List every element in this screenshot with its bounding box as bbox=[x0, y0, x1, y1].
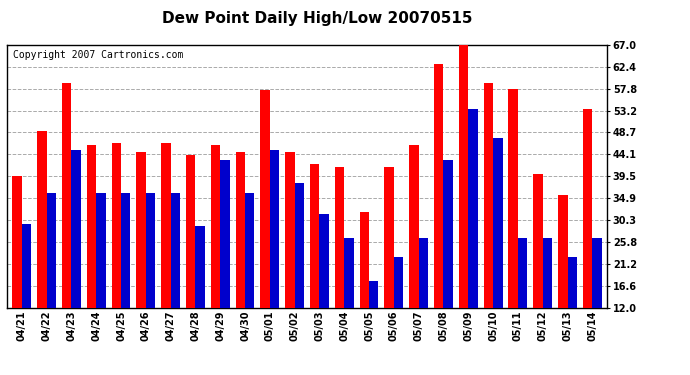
Bar bbox=[137, 152, 146, 308]
Text: Dew Point Daily High/Low 20070515: Dew Point Daily High/Low 20070515 bbox=[162, 11, 473, 26]
Bar bbox=[509, 89, 518, 308]
Bar bbox=[592, 238, 602, 308]
Bar bbox=[518, 238, 527, 308]
Bar bbox=[186, 155, 195, 308]
Bar bbox=[493, 138, 502, 308]
Bar bbox=[146, 193, 155, 308]
Bar bbox=[112, 143, 121, 308]
Bar bbox=[37, 131, 47, 308]
Bar bbox=[567, 257, 577, 307]
Bar bbox=[543, 238, 552, 308]
Bar bbox=[444, 159, 453, 308]
Bar bbox=[558, 195, 567, 308]
Bar bbox=[260, 90, 270, 308]
Bar bbox=[484, 83, 493, 308]
Bar bbox=[161, 143, 170, 308]
Bar bbox=[285, 152, 295, 308]
Bar bbox=[335, 167, 344, 308]
Bar bbox=[220, 159, 230, 308]
Bar bbox=[270, 150, 279, 308]
Bar bbox=[469, 110, 477, 308]
Bar bbox=[359, 212, 369, 308]
Bar bbox=[87, 145, 96, 308]
Bar bbox=[96, 193, 106, 308]
Bar bbox=[344, 238, 354, 308]
Bar bbox=[211, 145, 220, 308]
Bar bbox=[583, 110, 592, 308]
Bar bbox=[71, 150, 81, 308]
Bar bbox=[22, 224, 31, 308]
Text: Copyright 2007 Cartronics.com: Copyright 2007 Cartronics.com bbox=[13, 50, 184, 60]
Bar bbox=[533, 174, 543, 308]
Bar bbox=[409, 145, 419, 308]
Bar bbox=[434, 64, 444, 308]
Bar bbox=[121, 193, 130, 308]
Bar bbox=[195, 226, 205, 308]
Bar bbox=[319, 214, 329, 308]
Bar bbox=[459, 45, 469, 308]
Bar bbox=[170, 193, 180, 308]
Bar bbox=[394, 257, 403, 307]
Bar bbox=[310, 164, 319, 308]
Bar bbox=[245, 193, 255, 308]
Bar bbox=[62, 83, 71, 308]
Bar bbox=[295, 183, 304, 308]
Bar bbox=[369, 281, 379, 308]
Bar bbox=[47, 193, 56, 308]
Bar bbox=[235, 152, 245, 308]
Bar bbox=[12, 176, 22, 308]
Bar bbox=[419, 238, 428, 308]
Bar bbox=[384, 167, 394, 308]
